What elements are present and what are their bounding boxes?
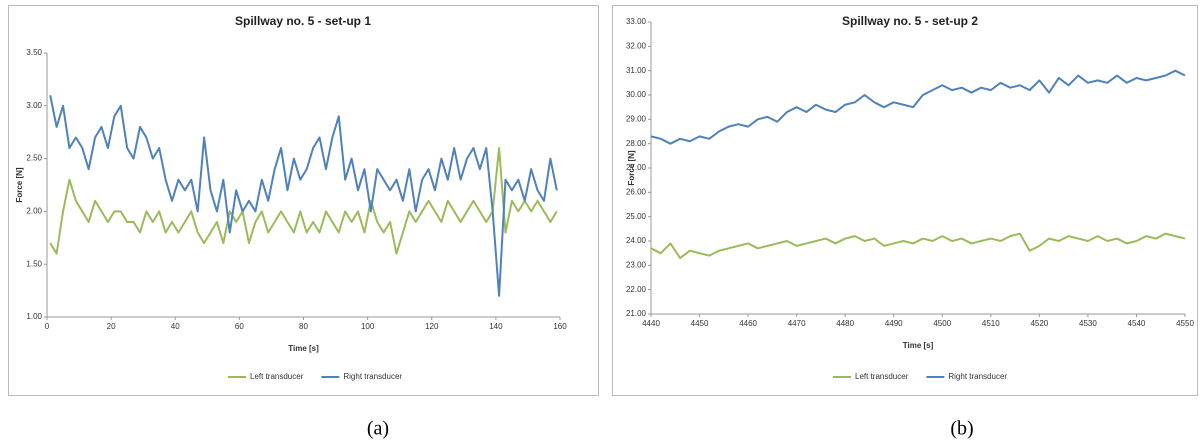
x-tick-label: 20 bbox=[107, 322, 116, 331]
y-tick-label: 29.00 bbox=[626, 114, 647, 123]
x-tick-label: 160 bbox=[553, 322, 567, 331]
x-tick-label: 4520 bbox=[1030, 319, 1048, 328]
x-axis-label: Time [s] bbox=[903, 341, 934, 350]
x-tick-label: 60 bbox=[235, 322, 244, 331]
y-tick-label: 27.00 bbox=[626, 163, 647, 172]
x-tick-label: 4450 bbox=[691, 319, 709, 328]
x-tick-label: 4500 bbox=[933, 319, 951, 328]
x-tick-label: 4440 bbox=[642, 319, 660, 328]
x-tick-label: 4470 bbox=[788, 319, 806, 328]
chart-title: Spillway no. 5 - set-up 1 bbox=[235, 14, 371, 28]
x-tick-label: 80 bbox=[299, 322, 308, 331]
y-tick-label: 23.00 bbox=[626, 260, 647, 269]
legend-label: Right transducer bbox=[343, 372, 402, 381]
legend-label: Left transducer bbox=[250, 372, 304, 381]
y-axis-label: Force [N] bbox=[15, 167, 24, 202]
y-tick-label: 25.00 bbox=[626, 212, 647, 221]
x-tick-label: 4550 bbox=[1176, 319, 1194, 328]
x-tick-label: 140 bbox=[489, 322, 503, 331]
chart-title: Spillway no. 5 - set-up 2 bbox=[842, 14, 978, 28]
caption: (a) bbox=[367, 418, 389, 440]
data-line bbox=[650, 232, 1186, 260]
panel-frame bbox=[612, 5, 1198, 396]
legend-label: Right transducer bbox=[948, 372, 1007, 381]
x-tick-label: 40 bbox=[171, 322, 180, 331]
x-tick-label: 4540 bbox=[1128, 319, 1146, 328]
y-tick-label: 2.50 bbox=[26, 154, 42, 163]
y-tick-label: 28.00 bbox=[626, 139, 647, 148]
y-tick-label: 33.00 bbox=[626, 17, 647, 26]
x-tick-label: 4460 bbox=[739, 319, 757, 328]
y-axis-label: Force [N] bbox=[627, 150, 636, 185]
y-tick-label: 3.00 bbox=[26, 101, 42, 110]
legend-label: Left transducer bbox=[855, 372, 909, 381]
y-tick-label: 30.00 bbox=[626, 90, 647, 99]
y-tick-label: 3.50 bbox=[26, 48, 42, 57]
y-tick-label: 2.00 bbox=[26, 207, 42, 216]
data-line bbox=[49, 95, 558, 297]
panel-frame bbox=[8, 5, 599, 396]
data-line bbox=[650, 69, 1186, 145]
x-tick-label: 4510 bbox=[982, 319, 1000, 328]
y-tick-label: 1.00 bbox=[26, 312, 42, 321]
y-tick-label: 32.00 bbox=[626, 41, 647, 50]
y-tick-label: 1.50 bbox=[26, 259, 42, 268]
x-tick-label: 4530 bbox=[1079, 319, 1097, 328]
x-tick-label: 4490 bbox=[885, 319, 903, 328]
x-tick-label: 0 bbox=[45, 322, 50, 331]
caption: (b) bbox=[950, 418, 973, 440]
y-tick-label: 26.00 bbox=[626, 187, 647, 196]
x-tick-label: 100 bbox=[361, 322, 375, 331]
data-line bbox=[49, 147, 558, 255]
y-tick-label: 21.00 bbox=[626, 309, 647, 318]
x-tick-label: 120 bbox=[425, 322, 439, 331]
y-tick-label: 22.00 bbox=[626, 285, 647, 294]
x-tick-label: 4480 bbox=[836, 319, 854, 328]
y-tick-label: 24.00 bbox=[626, 236, 647, 245]
x-axis-label: Time [s] bbox=[288, 344, 319, 353]
y-tick-label: 31.00 bbox=[626, 66, 647, 75]
